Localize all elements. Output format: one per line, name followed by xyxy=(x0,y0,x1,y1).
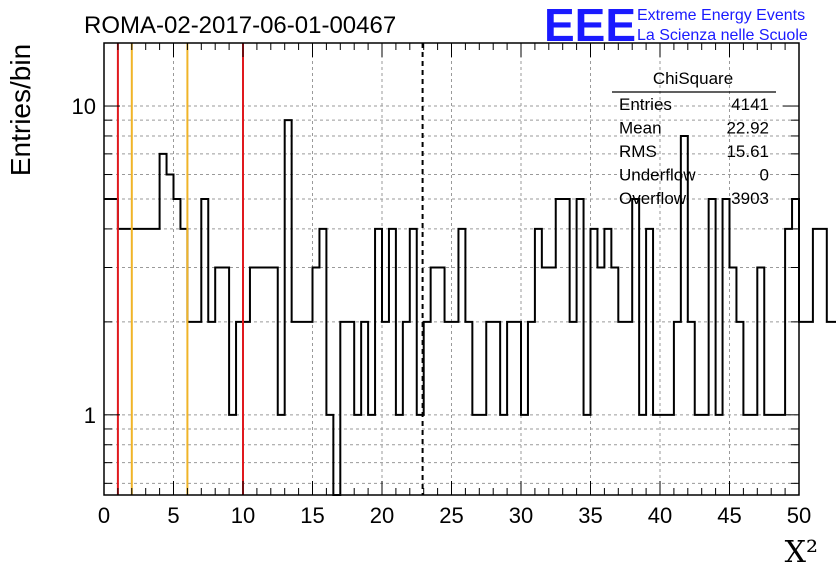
x-tick-label: 40 xyxy=(648,503,672,528)
x-tick-label: 35 xyxy=(578,503,602,528)
stats-value: 22.92 xyxy=(726,119,769,138)
logo-line-1: Extreme Energy Events xyxy=(637,7,805,24)
stats-rows: Entries 4141 Mean 22.92 RMS 15.61 Underflow 0 Ov… xyxy=(619,95,769,208)
stats-box: ChiSquare Entries 4141 Mean 22.92 RMS 15.61 Un… xyxy=(612,69,776,208)
x-tick-label: 5 xyxy=(167,503,179,528)
y-tick-label: 1 xyxy=(84,403,96,428)
stats-label: Mean xyxy=(619,119,662,138)
logo-mark: EEE xyxy=(544,0,636,51)
eee-logo: EEE Extreme Energy Events La Scienza nel… xyxy=(544,0,808,51)
x-tick-label: 50 xyxy=(787,503,811,528)
stats-value: 0 xyxy=(760,166,769,185)
x-tick-label: 10 xyxy=(231,503,255,528)
stats-label: Entries xyxy=(619,95,672,114)
stats-label: RMS xyxy=(619,142,657,161)
y-axis-label: Entries/bin xyxy=(5,44,36,176)
logo-line-2: La Scienza nelle Scuole xyxy=(637,27,808,44)
stats-value: 15.61 xyxy=(726,142,769,161)
x-tick-label: 30 xyxy=(509,503,533,528)
histogram-bars xyxy=(104,119,836,496)
x-tick-label: 0 xyxy=(98,503,110,528)
axis-ticks: 0 5 10 15 20 25 30 35 40 45 50 1 10 xyxy=(72,43,811,528)
histogram-outline xyxy=(104,119,836,496)
stats-title: ChiSquare xyxy=(653,69,733,88)
y-tick-label: 10 xyxy=(72,94,96,119)
x-tick-label: 45 xyxy=(717,503,741,528)
reference-lines xyxy=(116,43,424,495)
x-tick-label: 25 xyxy=(439,503,463,528)
x-axis-label: X² xyxy=(785,535,818,570)
x-tick-label: 20 xyxy=(370,503,394,528)
x-tick-label: 15 xyxy=(300,503,324,528)
stats-value: 4141 xyxy=(731,95,769,114)
stats-label: Overflow xyxy=(619,189,687,208)
stats-value: 3903 xyxy=(731,189,769,208)
chart-title: ROMA-02-2017-06-01-00467 xyxy=(84,12,396,39)
stats-label: Underflow xyxy=(619,166,696,185)
